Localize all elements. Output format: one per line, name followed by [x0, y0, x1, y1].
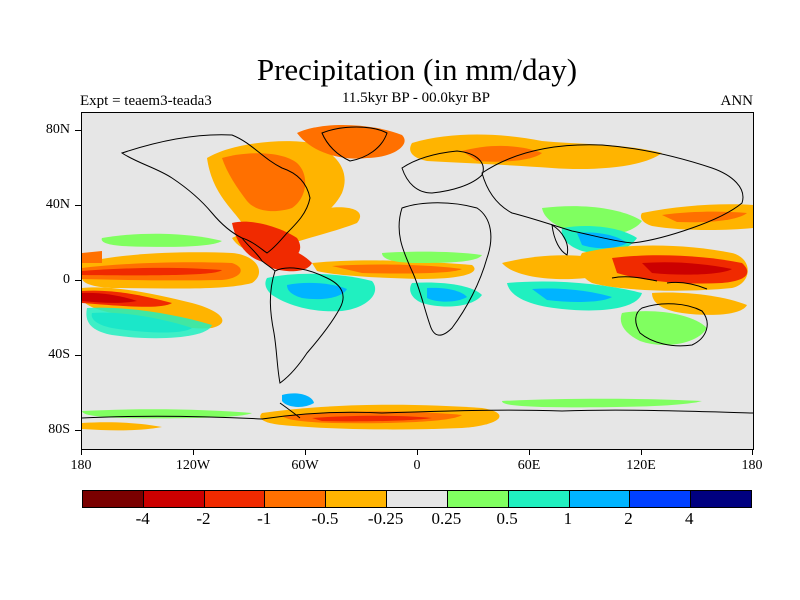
map-canvas [82, 124, 753, 431]
chart-subtitle: 11.5kyr BP - 00.0kyr BP [341, 90, 491, 106]
x-tick-label: 180 [70, 458, 92, 473]
colorbar-box [447, 491, 509, 507]
season-label: ANN [720, 93, 754, 109]
field-pacific-central-dry [82, 251, 102, 263]
field-australia-wet [620, 311, 707, 345]
field-pacific-north-wet [101, 233, 222, 247]
y-tick [75, 430, 81, 431]
coastline-india [551, 224, 569, 256]
chart-title: Precipitation (in mm/day) [256, 52, 578, 87]
y-tick [75, 355, 81, 356]
coastline-north-america [120, 134, 311, 254]
field-greenland-dry [297, 124, 405, 159]
colorbar-label: -0.5 [311, 509, 339, 528]
colorbar-box [83, 491, 144, 507]
colorbar-label: -0.25 [367, 509, 404, 528]
field-pacific-dry-strong [82, 267, 222, 276]
field-arctic-core [462, 145, 542, 162]
colorbar-box [569, 491, 631, 507]
coastline-asia [481, 144, 744, 244]
coastline-south-america [269, 267, 344, 384]
continent-outlines [82, 126, 753, 420]
coastline-africa [398, 202, 492, 336]
field-sahel-wet [382, 251, 482, 263]
colorbar-label: 1 [563, 509, 573, 528]
field-south-pacific-strong [82, 292, 137, 303]
x-tick [641, 449, 642, 455]
colorbar-label: 2 [624, 509, 633, 528]
colorbar-label: 4 [685, 509, 694, 528]
coastline-antarctic-peninsula [279, 402, 301, 419]
experiment-label: Expt = teaem3-teada3 [80, 93, 212, 109]
x-tick [193, 449, 194, 455]
anomaly-fields [82, 124, 753, 431]
y-tick-label: 40S [48, 347, 70, 362]
field-south-pacific-wet-rim [86, 307, 212, 339]
colorbar-box [508, 491, 570, 507]
x-tick [529, 449, 530, 455]
x-tick-label: 60E [517, 458, 541, 473]
colorbar-label: 0.5 [496, 509, 518, 528]
x-tick-label: 180 [741, 458, 763, 473]
y-tick [75, 280, 81, 281]
field-atlantic-itcz-core [332, 264, 462, 274]
colorbar-box [691, 491, 751, 507]
colorbar-box [143, 491, 205, 507]
field-south-atlantic-wet [282, 393, 314, 407]
y-tick-label: 40N [45, 197, 70, 212]
field-antarctic-wet-east [502, 398, 702, 408]
field-maritime-strong [642, 262, 732, 275]
field-caribbean-dry [252, 242, 312, 272]
field-australia-dry [652, 292, 747, 315]
y-tick [75, 205, 81, 206]
x-tick-label: 120E [626, 458, 656, 473]
colorbar [82, 490, 752, 508]
field-pacific-nw-core [662, 211, 747, 223]
field-indian-wet-core [532, 288, 612, 302]
colorbar-label: -1 [257, 509, 272, 528]
field-southern-dry-west [82, 422, 162, 431]
x-tick-label: 60W [291, 458, 319, 473]
x-tick-label: 0 [413, 458, 421, 473]
x-tick [417, 449, 418, 455]
colorbar-box [326, 491, 388, 507]
colorbar-box [204, 491, 266, 507]
x-tick [305, 449, 306, 455]
colorbar-label: 0.25 [431, 509, 462, 528]
field-southern-ocean-strong [312, 415, 432, 422]
colorbar-label: -2 [196, 509, 211, 528]
coastline-australia [635, 303, 708, 347]
coastline-greenland [321, 126, 388, 162]
colorbar-box [630, 491, 692, 507]
y-tick [75, 130, 81, 131]
x-tick [81, 449, 82, 455]
y-tick-label: 80S [48, 422, 70, 437]
field-amazon-core [287, 282, 347, 300]
x-tick [752, 449, 753, 455]
colorbar-label: -4 [135, 509, 150, 528]
y-tick-label: 0 [63, 272, 70, 287]
colorbar-box [387, 491, 448, 507]
coastline-europe [401, 150, 484, 194]
field-monsoon-core [577, 232, 627, 249]
y-tick-label: 80N [45, 122, 70, 137]
coastline-central-america [241, 237, 276, 272]
precipitation-map [81, 112, 754, 450]
colorbar-box [265, 491, 327, 507]
coastline-indonesia [611, 276, 708, 290]
coastline-antarctica [82, 409, 753, 420]
field-north-atlantic-core [222, 153, 306, 212]
field-congo-core [427, 287, 467, 302]
x-tick-label: 120W [175, 458, 211, 473]
